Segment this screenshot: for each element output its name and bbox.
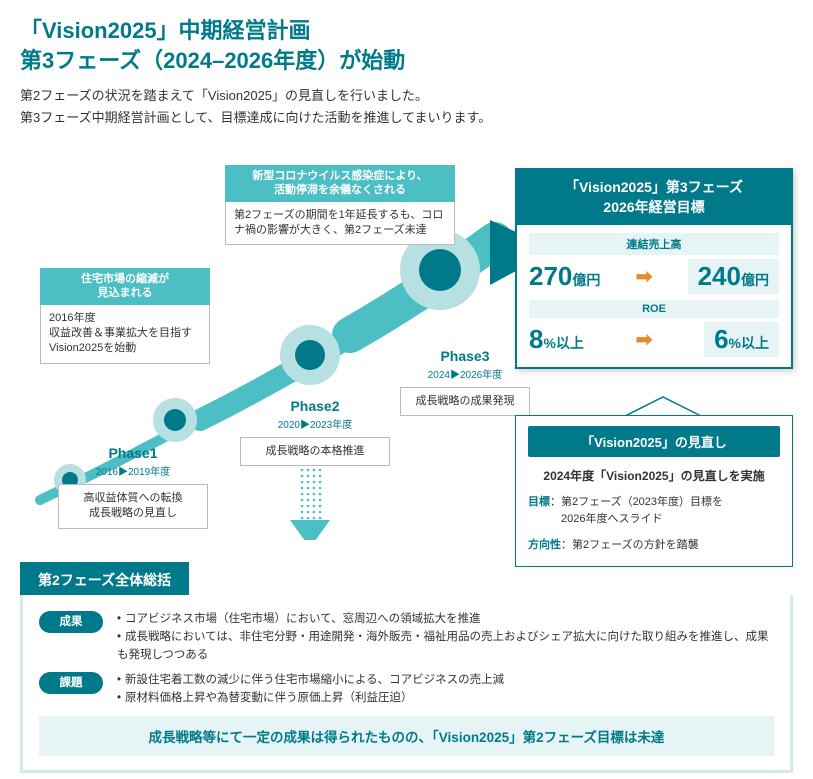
review-key-direction: 方向性 <box>528 539 561 551</box>
metric-label-roe: ROE <box>529 300 779 318</box>
callout-tag: 新型コロナウイルス感染症により、 活動停滞を余儀なくされる <box>225 165 455 202</box>
result-item: コアビジネス市場（住宅市場）において、窓周辺への領域拡大を推進 <box>117 611 774 629</box>
metric-old-roe: 8%以上 <box>529 324 584 355</box>
callout-body: 2016年度 収益改善＆事業拡大を目指す Vision2025を始動 <box>40 305 210 364</box>
target-heading: 「Vision2025」第3フェーズ 2026年経営目標 <box>517 170 791 225</box>
phase2-box: Phase2 2020▶2023年度 成長戦略の本格推進 <box>240 398 390 466</box>
title-line-2: 第3フェーズ（2024–2026年度）が始動 <box>20 48 405 73</box>
lead-line-1: 第2フェーズの状況を踏まえて「Vision2025」の見直しを行いました。 <box>20 88 428 103</box>
phase1-box: Phase1 2016▶2019年度 高収益体質への転換 成長戦略の見直し <box>58 445 208 529</box>
review-val-goal: ：第2フェーズ（2023年度）目標を 2026年度へスライド <box>528 496 723 525</box>
phase-range: 2020▶2023年度 <box>240 416 390 431</box>
phase2-summary-body: 成果 コアビジネス市場（住宅市場）において、窓周辺への領域拡大を推進 成長戦略に… <box>20 595 793 773</box>
title-line-1: 「Vision2025」中期経営計画 <box>20 18 311 43</box>
arrow-right-icon: ➡ <box>636 327 653 352</box>
metric-new-roe: 6%以上 <box>704 322 779 357</box>
phase2-conclusion: 成長戦略等にて一定の成果は得られたものの、「Vision2025」第2フェーズ目… <box>39 716 774 756</box>
arrow-right-icon: ➡ <box>636 264 653 289</box>
issue-item: 原材料価格上昇や為替変動に伴う原価上昇（利益圧迫） <box>117 690 504 708</box>
review-subheading: 2024年度「Vision2025」の見直しを実施 <box>528 467 780 484</box>
phase-desc: 成長戦略の本格推進 <box>240 437 390 466</box>
callout-housing-shrink: 住宅市場の縮減が 見込まれる 2016年度 収益改善＆事業拡大を目指す Visi… <box>40 268 210 364</box>
review-heading: 「Vision2025」の見直し <box>528 426 780 457</box>
callout-covid: 新型コロナウイルス感染症により、 活動停滞を余儀なくされる 第2フェーズの期間を… <box>225 165 455 245</box>
phase3-box: Phase3 2024▶2026年度 成長戦略の成果発現 <box>400 348 530 416</box>
metric-old-sales: 270億円 <box>529 261 600 292</box>
phase2-summary-heading: 第2フェーズ全体総括 <box>20 562 189 598</box>
metric-label-sales: 連結売上高 <box>529 233 779 255</box>
result-item: 成長戦略においては、非住宅分野・用途開発・海外販売・福祉用品の売上およびシェア拡… <box>117 629 774 665</box>
review-panel: 「Vision2025」の見直し 2024年度「Vision2025」の見直しを… <box>515 415 793 567</box>
callout-body: 第2フェーズの期間を1年延長するも、コロナ禍の影響が大きく、第2フェーズ未達 <box>225 202 455 246</box>
review-val-direction: ：第2フェーズの方針を踏襲 <box>561 539 699 551</box>
phase-desc: 成長戦略の成果発現 <box>400 387 530 416</box>
phase-node-2 <box>280 325 340 385</box>
target-panel: 「Vision2025」第3フェーズ 2026年経営目標 連結売上高 270億円… <box>515 168 793 369</box>
phase-name: Phase3 <box>400 348 530 364</box>
phase-range: 2016▶2019年度 <box>58 463 208 478</box>
metric-new-sales: 240億円 <box>688 259 779 294</box>
lead-line-2: 第3フェーズ中期経営計画として、目標達成に向けた活動を推進してまいります。 <box>20 110 491 125</box>
badge-results: 成果 <box>39 611 103 633</box>
phase-name: Phase2 <box>240 398 390 414</box>
badge-issues: 課題 <box>39 672 103 694</box>
phase-node-1 <box>153 398 197 442</box>
phase-name: Phase1 <box>58 445 208 461</box>
phase-range: 2024▶2026年度 <box>400 366 530 381</box>
callout-tag: 住宅市場の縮減が 見込まれる <box>40 268 210 305</box>
phase-desc: 高収益体質への転換 成長戦略の見直し <box>58 484 208 529</box>
review-key-goal: 目標 <box>528 496 550 508</box>
issue-item: 新設住宅着工数の減少に伴う住宅市場縮小による、コアビジネスの売上減 <box>117 672 504 690</box>
